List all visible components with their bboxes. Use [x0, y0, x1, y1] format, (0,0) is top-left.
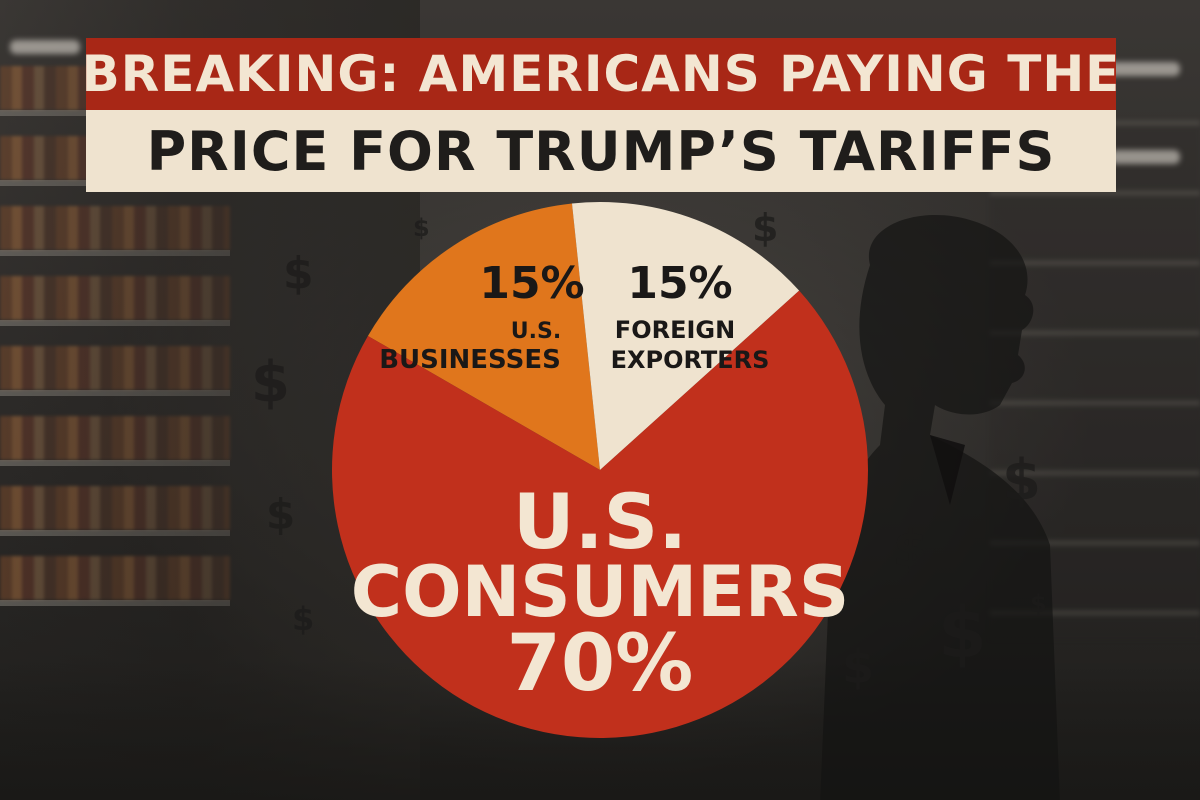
dollar-sign-icon: $	[842, 640, 875, 694]
pie-slice-foreign-exporters	[571, 202, 800, 471]
dollar-sign-icon: $	[251, 350, 290, 415]
slice-name-label: U.S.	[513, 477, 687, 566]
dollar-sign-icon: $	[752, 206, 779, 250]
headline-banner-bottom: PRICE FOR TRUMP’S TARIFFS	[86, 110, 1116, 192]
slice-name-label: U.S.	[511, 319, 561, 344]
headline-line-2: PRICE FOR TRUMP’S TARIFFS	[146, 119, 1056, 183]
slice-name-label: CONSUMERS	[351, 551, 850, 633]
dollar-sign-icon: $	[1030, 590, 1047, 618]
slice-name-label: EXPORTERS	[611, 346, 770, 374]
dollar-sign-icon: $	[292, 600, 315, 638]
slice-percent-label: 15%	[627, 258, 732, 309]
headline-banner-top: BREAKING: AMERICANS PAYING THE	[82, 38, 1119, 110]
slice-percent-label: 15%	[479, 258, 584, 309]
pie-slice-u-s-consumers	[332, 290, 868, 738]
slice-name-label: FOREIGN	[615, 316, 735, 344]
person-silhouette-icon	[820, 215, 1060, 800]
headline-line-1: BREAKING: AMERICANS PAYING THE	[81, 45, 1121, 103]
dollar-sign-icon: $	[1002, 448, 1041, 513]
ceiling-light	[1110, 150, 1180, 164]
dollar-sign-icon: $	[266, 490, 296, 539]
slice-name-label: BUSINESSES	[379, 345, 561, 375]
dollar-sign-icon: $	[893, 520, 928, 578]
ceiling-light	[10, 40, 80, 54]
dollar-sign-icon: $	[413, 214, 430, 242]
pie-slice-u-s-businesses	[367, 203, 600, 470]
dollar-sign-icon: $	[938, 592, 987, 674]
slice-percent-label: 70%	[507, 619, 694, 709]
dollar-sign-icon: $	[283, 248, 314, 299]
